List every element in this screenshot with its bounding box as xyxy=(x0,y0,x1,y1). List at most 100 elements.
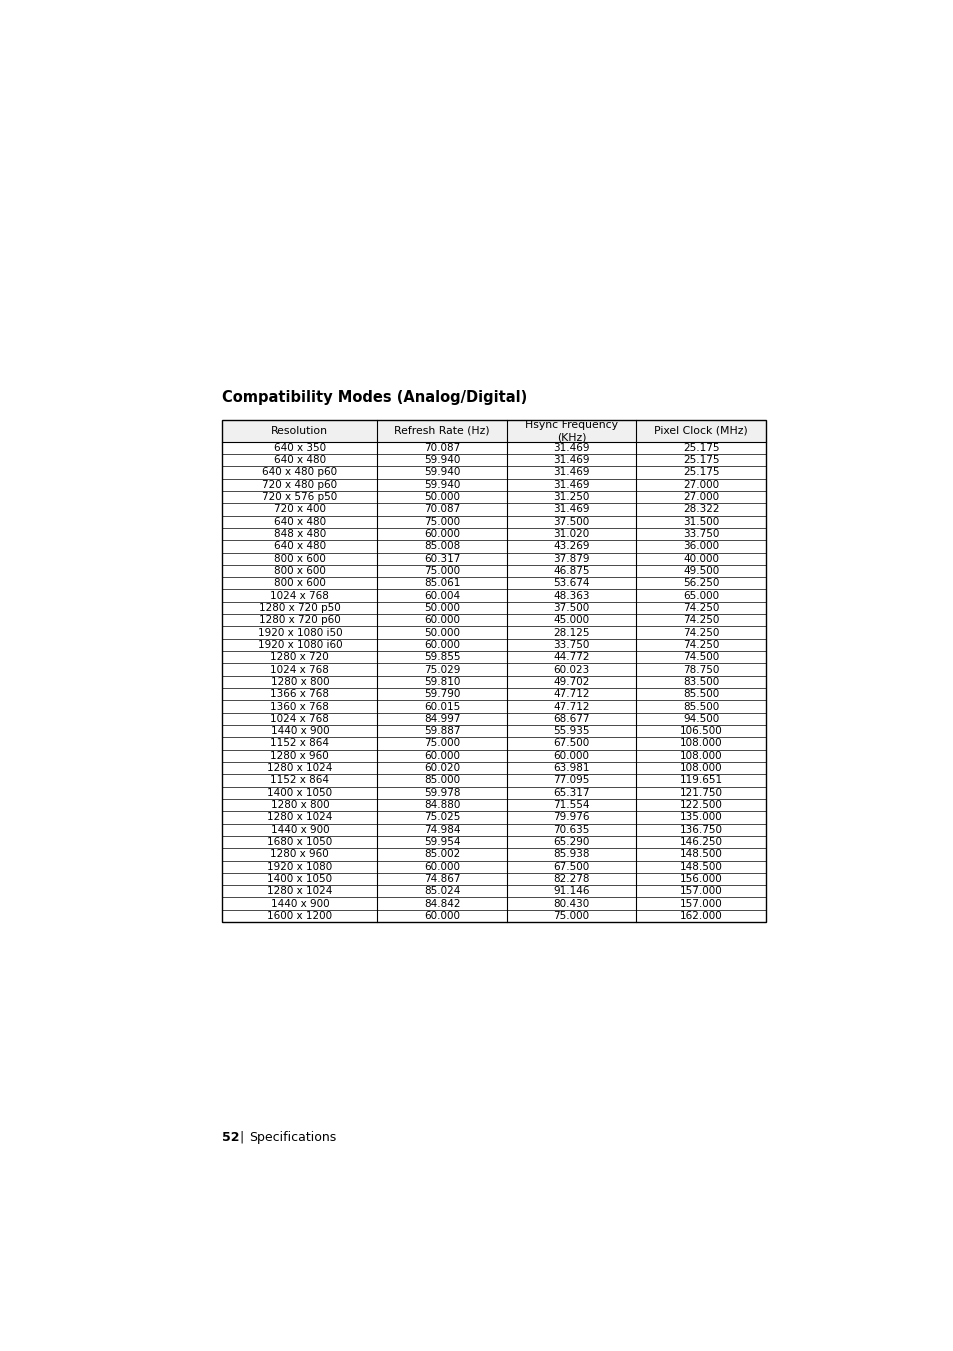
Text: 65.000: 65.000 xyxy=(682,590,719,601)
Text: 1280 x 960: 1280 x 960 xyxy=(271,850,329,859)
Text: 1280 x 1024: 1280 x 1024 xyxy=(267,763,333,773)
Text: 28.125: 28.125 xyxy=(553,628,589,638)
Text: 84.997: 84.997 xyxy=(423,713,460,724)
Text: 59.855: 59.855 xyxy=(423,653,460,662)
Text: 1440 x 900: 1440 x 900 xyxy=(271,824,329,835)
Text: 800 x 600: 800 x 600 xyxy=(274,566,325,576)
Text: 74.500: 74.500 xyxy=(682,653,719,662)
Text: 1152 x 864: 1152 x 864 xyxy=(270,775,329,785)
Text: 60.000: 60.000 xyxy=(424,751,459,761)
Text: 1280 x 800: 1280 x 800 xyxy=(271,677,329,686)
Bar xyxy=(222,420,765,923)
Text: 1680 x 1050: 1680 x 1050 xyxy=(267,838,333,847)
Text: 70.635: 70.635 xyxy=(553,824,589,835)
Text: Resolution: Resolution xyxy=(271,426,328,436)
Text: 59.940: 59.940 xyxy=(423,480,460,490)
Text: 82.278: 82.278 xyxy=(553,874,589,884)
Text: 85.008: 85.008 xyxy=(423,542,459,551)
Text: 1280 x 960: 1280 x 960 xyxy=(271,751,329,761)
Text: 59.940: 59.940 xyxy=(423,467,460,477)
Text: 55.935: 55.935 xyxy=(553,725,589,736)
Text: 78.750: 78.750 xyxy=(682,665,719,674)
Text: 45.000: 45.000 xyxy=(553,615,589,626)
Text: 640 x 480: 640 x 480 xyxy=(274,516,326,527)
Text: 1280 x 800: 1280 x 800 xyxy=(271,800,329,811)
Text: Hsync Frequency
(KHz): Hsync Frequency (KHz) xyxy=(524,420,618,442)
Text: 28.322: 28.322 xyxy=(682,504,719,515)
Text: 1024 x 768: 1024 x 768 xyxy=(270,665,329,674)
Text: 640 x 350: 640 x 350 xyxy=(274,443,326,453)
Text: 49.702: 49.702 xyxy=(553,677,589,686)
Text: 79.976: 79.976 xyxy=(553,812,589,823)
Bar xyxy=(222,420,765,442)
Text: 157.000: 157.000 xyxy=(679,898,722,909)
Text: 1920 x 1080: 1920 x 1080 xyxy=(267,862,333,871)
Text: 49.500: 49.500 xyxy=(682,566,719,576)
Text: 1280 x 720: 1280 x 720 xyxy=(271,653,329,662)
Text: 91.146: 91.146 xyxy=(553,886,589,896)
Text: 27.000: 27.000 xyxy=(682,492,719,503)
Text: 85.002: 85.002 xyxy=(423,850,459,859)
Text: 31.500: 31.500 xyxy=(682,516,719,527)
Text: 74.250: 74.250 xyxy=(682,603,719,613)
Text: 84.880: 84.880 xyxy=(423,800,460,811)
Text: 74.250: 74.250 xyxy=(682,628,719,638)
Text: 1280 x 720 p60: 1280 x 720 p60 xyxy=(258,615,340,626)
Text: 121.750: 121.750 xyxy=(679,788,722,797)
Text: 65.317: 65.317 xyxy=(553,788,589,797)
Text: 27.000: 27.000 xyxy=(682,480,719,490)
Text: 77.095: 77.095 xyxy=(553,775,589,785)
Text: 50.000: 50.000 xyxy=(424,492,459,503)
Text: 60.020: 60.020 xyxy=(424,763,459,773)
Text: 56.250: 56.250 xyxy=(682,578,719,588)
Text: 59.954: 59.954 xyxy=(423,838,460,847)
Text: 85.938: 85.938 xyxy=(553,850,589,859)
Text: 75.025: 75.025 xyxy=(423,812,460,823)
Text: 1440 x 900: 1440 x 900 xyxy=(271,725,329,736)
Text: 1366 x 768: 1366 x 768 xyxy=(270,689,329,700)
Text: 1600 x 1200: 1600 x 1200 xyxy=(267,911,332,921)
Text: 1024 x 768: 1024 x 768 xyxy=(270,590,329,601)
Text: 74.250: 74.250 xyxy=(682,640,719,650)
Text: 25.175: 25.175 xyxy=(682,455,719,465)
Text: 47.712: 47.712 xyxy=(553,689,589,700)
Text: 720 x 576 p50: 720 x 576 p50 xyxy=(262,492,337,503)
Text: 31.250: 31.250 xyxy=(553,492,589,503)
Text: 44.772: 44.772 xyxy=(553,653,589,662)
Text: 68.677: 68.677 xyxy=(553,713,589,724)
Text: 157.000: 157.000 xyxy=(679,886,722,896)
Text: 25.175: 25.175 xyxy=(682,443,719,453)
Text: 74.250: 74.250 xyxy=(682,615,719,626)
Text: 37.500: 37.500 xyxy=(553,516,589,527)
Text: 31.469: 31.469 xyxy=(553,504,589,515)
Text: 640 x 480: 640 x 480 xyxy=(274,455,326,465)
Text: 59.790: 59.790 xyxy=(423,689,460,700)
Text: 60.000: 60.000 xyxy=(424,640,459,650)
Text: 60.000: 60.000 xyxy=(424,911,459,921)
Text: 75.000: 75.000 xyxy=(424,739,459,748)
Text: 59.887: 59.887 xyxy=(423,725,460,736)
Text: 119.651: 119.651 xyxy=(679,775,722,785)
Text: 52: 52 xyxy=(222,1131,239,1144)
Text: 59.940: 59.940 xyxy=(423,455,460,465)
Text: 83.500: 83.500 xyxy=(682,677,719,686)
Text: 60.000: 60.000 xyxy=(424,530,459,539)
Text: 75.000: 75.000 xyxy=(424,566,459,576)
Text: 36.000: 36.000 xyxy=(682,542,719,551)
Text: 80.430: 80.430 xyxy=(553,898,589,909)
Text: 71.554: 71.554 xyxy=(553,800,589,811)
Text: 1400 x 1050: 1400 x 1050 xyxy=(267,788,332,797)
Text: 720 x 480 p60: 720 x 480 p60 xyxy=(262,480,337,490)
Text: 74.984: 74.984 xyxy=(423,824,460,835)
Text: 33.750: 33.750 xyxy=(682,530,719,539)
Text: 65.290: 65.290 xyxy=(553,838,589,847)
Text: 67.500: 67.500 xyxy=(553,739,589,748)
Text: 122.500: 122.500 xyxy=(679,800,722,811)
Text: 31.469: 31.469 xyxy=(553,443,589,453)
Text: 800 x 600: 800 x 600 xyxy=(274,554,325,563)
Text: 85.024: 85.024 xyxy=(423,886,460,896)
Text: 46.875: 46.875 xyxy=(553,566,589,576)
Text: 60.000: 60.000 xyxy=(424,862,459,871)
Text: 1400 x 1050: 1400 x 1050 xyxy=(267,874,332,884)
Text: 47.712: 47.712 xyxy=(553,701,589,712)
